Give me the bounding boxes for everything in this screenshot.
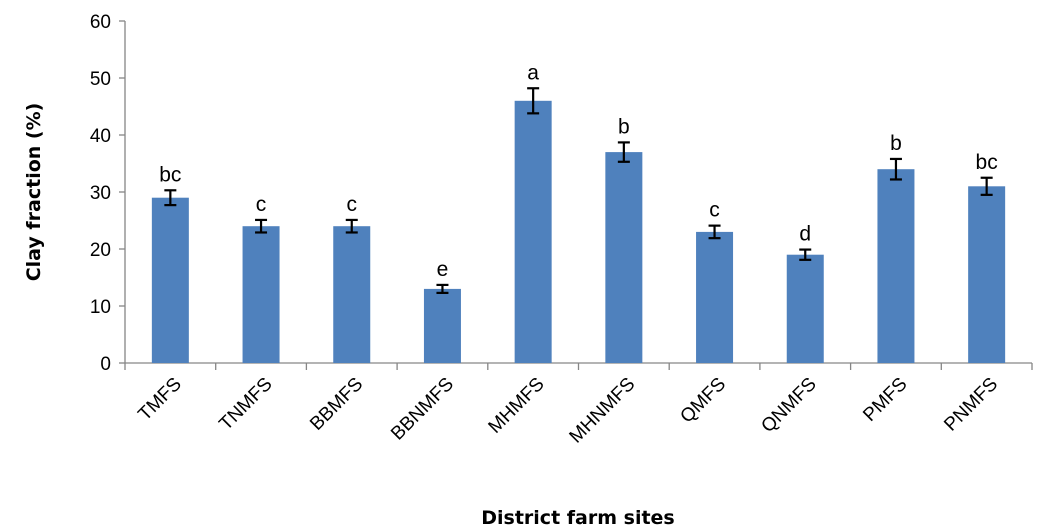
y-axis-title: Clay fraction (%) <box>23 103 45 282</box>
significance-letter: b <box>618 115 630 138</box>
y-tick-label: 60 <box>90 12 111 33</box>
y-tick-label: 10 <box>90 297 111 318</box>
bar-mhnmfs <box>605 152 643 363</box>
category-label: BBMFS <box>306 374 367 435</box>
bar-qnmfs <box>786 254 824 363</box>
bar-mhmfs <box>514 100 552 364</box>
significance-letter: a <box>527 61 539 84</box>
category-label: PMFS <box>859 374 911 426</box>
y-axis: 0 10 20 30 40 50 60 <box>90 12 126 375</box>
y-tick-label: 30 <box>90 183 111 204</box>
category-label: PNMFS <box>940 374 1002 436</box>
category-label: BBNMFS <box>387 374 458 445</box>
category-label: TMFS <box>134 374 185 425</box>
category-label: MHNMFS <box>566 374 640 448</box>
bar-tmfs <box>151 197 189 363</box>
category-labels: TMFS TNMFS BBMFS BBNMFS MHMFS MHNMFS QMFS QNMFS… <box>134 374 1002 448</box>
category-label: TNMFS <box>215 374 276 435</box>
y-tick-label: 20 <box>90 240 111 261</box>
bar-pnmfs <box>968 186 1006 363</box>
significance-letter: d <box>799 223 811 246</box>
error-bars <box>164 87 993 294</box>
significance-letter: c <box>709 199 720 222</box>
bar-tnmfs <box>242 226 280 363</box>
x-axis <box>124 362 1033 370</box>
x-axis-title: District farm sites <box>481 507 675 529</box>
bar-bbmfs <box>333 226 371 363</box>
y-tick-label: 50 <box>90 69 111 90</box>
y-tick-label: 0 <box>100 354 111 375</box>
y-tick-label: 40 <box>90 126 111 147</box>
category-label: MHMFS <box>485 374 549 438</box>
category-label: QNMFS <box>757 374 820 437</box>
bar-qmfs <box>696 231 734 363</box>
significance-letter: bc <box>159 163 181 186</box>
significance-letter: b <box>890 132 902 155</box>
significance-letter: c <box>347 193 358 216</box>
bar-pmfs <box>877 169 915 363</box>
bars <box>151 100 1006 364</box>
significance-letter: bc <box>976 151 998 174</box>
significance-letter: e <box>437 258 449 281</box>
category-label: QMFS <box>676 374 730 428</box>
significance-letter: c <box>256 193 267 216</box>
bar-bbnmfs <box>423 288 461 363</box>
